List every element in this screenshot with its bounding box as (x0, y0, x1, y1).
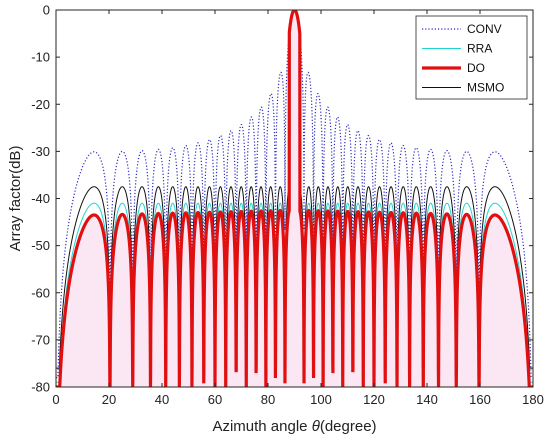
y-tick-label: -30 (31, 144, 50, 159)
x-tick-label: 100 (310, 392, 332, 407)
x-tick-label: 60 (208, 392, 222, 407)
y-tick-label: -70 (31, 332, 50, 347)
y-tick-label: -80 (31, 380, 50, 395)
y-tick-label: -10 (31, 50, 50, 65)
legend-label-msmo: MSMO (467, 81, 504, 95)
x-tick-label: 20 (102, 392, 116, 407)
x-tick-label: 80 (261, 392, 275, 407)
y-tick-label: -40 (31, 191, 50, 206)
x-tick-label: 180 (522, 392, 544, 407)
legend-label-conv: CONV (467, 22, 502, 36)
y-axis-label: Array factor(dB) (7, 146, 24, 252)
series-line-do (56, 10, 533, 387)
y-tick-label: -50 (31, 238, 50, 253)
legend-label-do: DO (467, 61, 485, 75)
x-tick-label: 160 (469, 392, 491, 407)
y-tick-label: -20 (31, 97, 50, 112)
legend-box (415, 15, 528, 100)
y-tick-label: 0 (43, 3, 50, 18)
x-axis-label: Azimuth angle θ(degree) (212, 418, 376, 435)
x-axis-label-symbol: θ (312, 418, 320, 435)
x-tick-label: 0 (52, 392, 59, 407)
x-tick-label: 40 (155, 392, 169, 407)
legend-label-rra: RRA (467, 42, 492, 56)
series-line-msmo (56, 10, 533, 369)
y-tick-label: -60 (31, 285, 50, 300)
legend: CONV RRA DO MSMO (415, 15, 528, 100)
do-series-fill (56, 10, 533, 387)
x-tick-label: 140 (416, 392, 438, 407)
series-line-conv (56, 10, 533, 379)
x-tick-label: 120 (363, 392, 385, 407)
x-axis-label-suffix: (degree) (320, 418, 377, 435)
x-axis-label-prefix: Azimuth angle (212, 418, 311, 435)
